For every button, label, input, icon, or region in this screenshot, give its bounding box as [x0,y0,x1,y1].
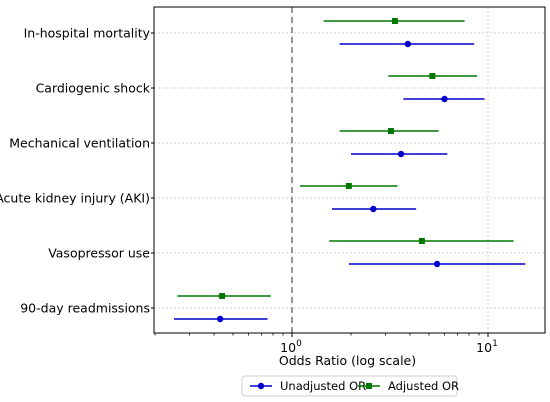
x-axis-label: Odds Ratio (log scale) [279,353,416,368]
odds-ratio-point [216,315,224,323]
category-label: Mechanical ventilation [9,136,150,151]
legend: Unadjusted OR Adjusted OR [241,375,459,397]
x-tick-label: 101 [476,339,498,355]
x-tick-label: 100 [280,339,302,355]
odds-ratio-point [397,150,405,158]
series-adjusted [177,18,514,299]
category-label: Cardiogenic shock [36,81,151,96]
legend-box [241,375,458,397]
odds-ratio-point [391,18,398,24]
category-labels: In-hospital mortality Cardiogenic shock Me… [0,26,154,316]
category-label: Vasopressor use [48,246,150,261]
legend-item: Adjusted OR [358,379,459,393]
legend-label: Adjusted OR [388,379,459,393]
odds-ratio-point [441,95,448,103]
legend-item: Unadjusted OR [250,379,366,393]
category-label: In-hospital mortality [24,26,151,41]
odds-ratio-point [345,183,352,189]
odds-ratio-point [404,40,412,48]
odds-ratio-point [418,238,425,244]
legend-marker [366,383,372,389]
series-unadjusted [173,40,526,323]
odds-ratio-point [219,293,226,299]
series-layer [173,18,526,323]
category-label: Acute kidney injury (AKI) [0,191,150,206]
grid [154,7,545,333]
odds-ratio-point [433,260,441,268]
odds-ratio-point [388,128,395,134]
legend-marker [257,382,265,390]
x-axis-ticks: 100 101 [154,333,498,355]
odds-ratio-point [370,205,377,213]
odds-ratio-point [429,73,436,79]
plot-frame [153,6,546,334]
category-label: 90-day readmissions [20,301,150,316]
legend-label: Unadjusted OR [280,379,366,393]
